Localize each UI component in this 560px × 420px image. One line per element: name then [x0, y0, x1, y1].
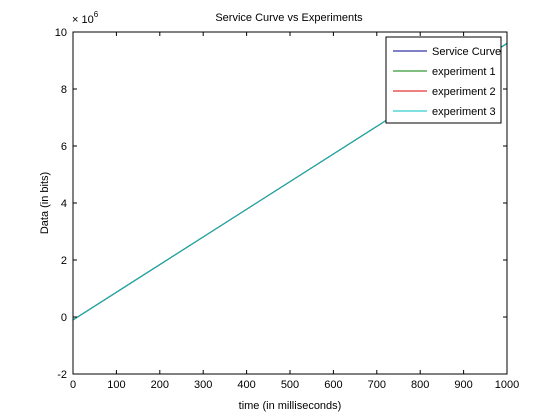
x-tick-label: 900 — [454, 379, 472, 391]
x-tick-label: 500 — [281, 379, 299, 391]
x-tick-label: 100 — [107, 379, 125, 391]
y-tick-label: 10 — [55, 27, 67, 39]
ticks-layer: 0 100 200 300 400 500 600 700 800 900 1000-2024681… — [55, 27, 519, 391]
x-tick-label: 300 — [194, 379, 212, 391]
chart-title: Service Curve vs Experiments — [215, 12, 363, 24]
y-multiplier-label: × 106 — [72, 10, 99, 26]
y-tick-label: -2 — [57, 369, 67, 381]
y-tick-label: 2 — [61, 255, 67, 267]
x-tick-label: 600 — [324, 379, 342, 391]
x-axis-label: time (in milliseconds) — [239, 400, 342, 412]
legend-entry-label: experiment 1 — [432, 66, 496, 78]
y-tick-label: 6 — [61, 141, 67, 153]
x-tick-label: 0 — [70, 379, 76, 391]
x-tick-label: 200 — [151, 379, 169, 391]
x-tick-label: 700 — [368, 379, 386, 391]
legend-entry-label: Service Curve — [432, 46, 501, 58]
y-axis-label: Data (in bits) — [39, 172, 51, 234]
legend-entry-label: experiment 2 — [432, 86, 496, 98]
x-tick-label: 400 — [237, 379, 255, 391]
y-tick-label: 8 — [61, 84, 67, 96]
y-tick-label: 4 — [61, 198, 67, 210]
legend: Service Curve experiment 1 experiment 2 exp… — [385, 36, 502, 124]
legend-entry-label: experiment 3 — [432, 106, 496, 118]
x-tick-label: 800 — [411, 379, 429, 391]
x-tick-label: 1000 — [495, 379, 519, 391]
y-tick-label: 0 — [61, 312, 67, 324]
